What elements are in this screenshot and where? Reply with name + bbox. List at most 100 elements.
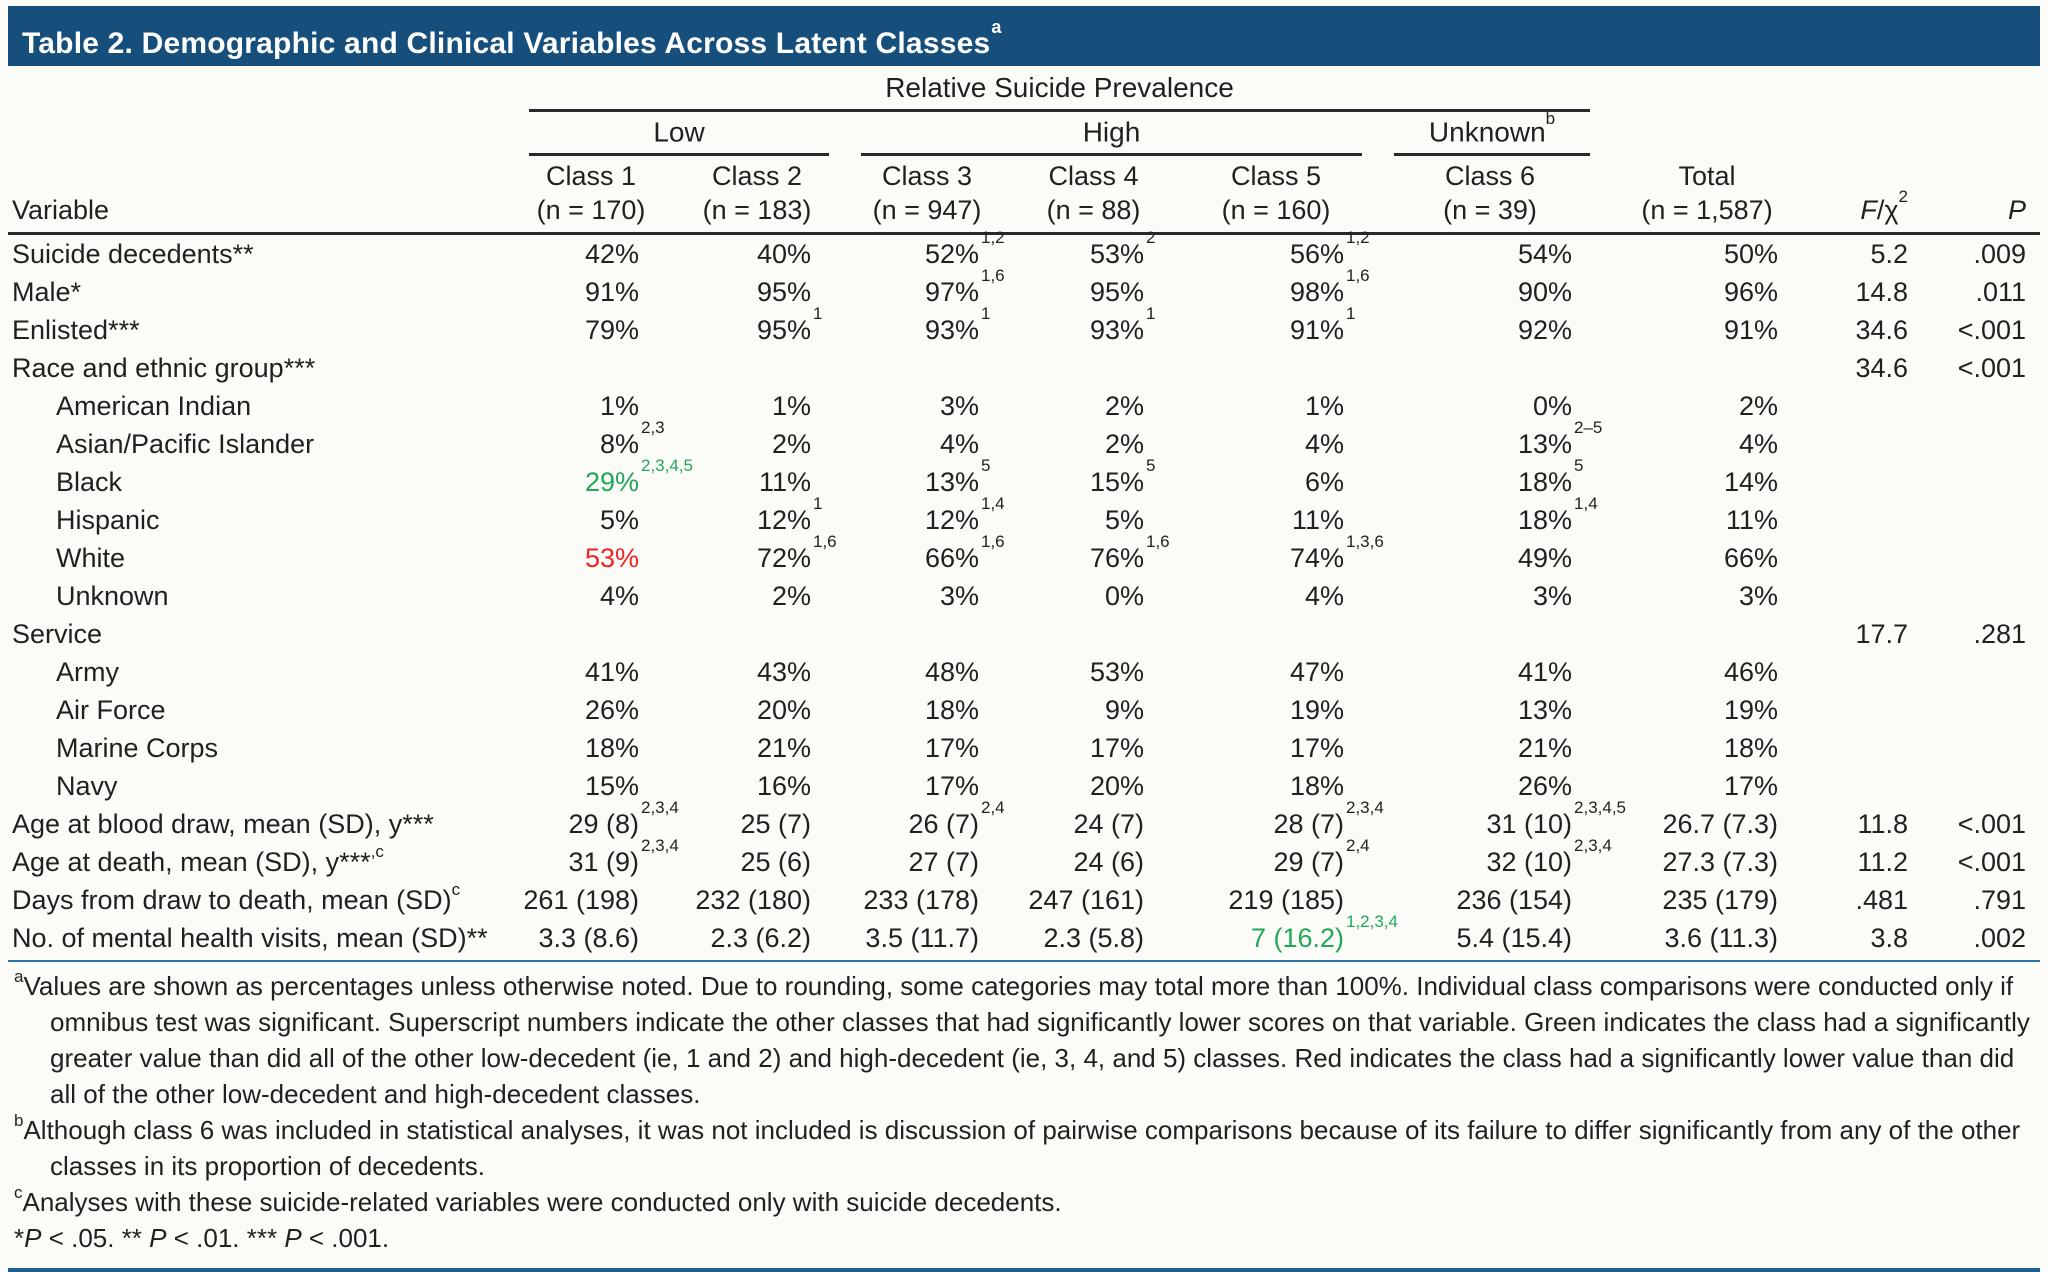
superscript: 2,4 — [981, 797, 1005, 817]
cell: 91% — [513, 273, 673, 311]
unknown-group-label: Unknown — [1428, 116, 1546, 148]
low-group-header: Low — [513, 112, 845, 157]
cell-value: 2% — [1104, 428, 1144, 459]
superscript: 1,2 — [981, 227, 1005, 247]
row-label: Black — [56, 466, 123, 497]
cell-value: 19% — [1723, 694, 1779, 725]
cell-value: 5.4 (15.4) — [1456, 922, 1573, 953]
cell-value: 4% — [599, 580, 639, 611]
cell: 4% — [1606, 425, 1812, 463]
cell: 46% — [1606, 653, 1812, 691]
cell-value: 11% — [1291, 504, 1344, 535]
table-title-footnote-marker: a — [991, 17, 1002, 37]
p-value — [1922, 387, 2040, 425]
cell: 16% — [673, 767, 845, 805]
cell — [1378, 349, 1606, 387]
cell: 66% — [1606, 539, 1812, 577]
superscript: 2,3,4 — [1574, 835, 1612, 855]
f-statistic-value — [1812, 653, 1922, 691]
cell: 18% — [1178, 767, 1378, 805]
cell: 41% — [513, 653, 673, 691]
cell-value: 95% 1 — [756, 303, 823, 345]
cell: 3% — [1378, 577, 1606, 615]
cell-value: 247 (161) — [1028, 884, 1144, 915]
cell-value: 46% — [1723, 656, 1779, 687]
cell-value: 13% 2–5 — [1517, 417, 1603, 459]
cell: 5% — [513, 501, 673, 539]
cell-value: 5% — [1104, 504, 1144, 535]
cell-value: 17% — [1089, 732, 1144, 763]
bottom-border-line — [8, 1268, 2040, 1272]
table-row: Age at blood draw, mean (SD), y*** 29 (8)… — [8, 797, 2040, 843]
cell: 18% — [513, 729, 673, 767]
column-sample-size: (n = 1,587) — [1606, 194, 1813, 236]
table-row: Enlisted*** 79% 95% 1 93% 1 93% 1 91% 1 92% 91% 34.6… — [8, 303, 2040, 349]
cell: 42% — [513, 234, 673, 274]
row-label: Air Force — [56, 694, 166, 725]
cell-value: 90% — [1517, 276, 1573, 307]
cell: 20% — [673, 691, 845, 729]
cell: 91% 1 — [1178, 305, 1378, 349]
cell-value: 76% 1,6 — [1089, 531, 1170, 573]
high-group-header: High — [845, 112, 1378, 157]
cell-value: 42% — [584, 238, 639, 269]
cell: 1% — [513, 387, 673, 425]
superscript: 1 — [981, 303, 991, 323]
cell: 74% 1,3,6 — [1178, 533, 1384, 577]
cell: 3% — [845, 577, 1013, 615]
cell-value: 32 (10) 2,3,4 — [1486, 835, 1612, 877]
cell — [1378, 615, 1606, 653]
spacer-cell — [1606, 68, 2040, 112]
cell: 15% — [513, 767, 673, 805]
cell: 13% 2–5 — [1378, 417, 1606, 463]
italic-text: P — [2008, 195, 2027, 226]
high-group-label: High — [1082, 116, 1141, 148]
cell: 76% 1,6 — [1013, 531, 1178, 577]
cell: 6% — [1178, 463, 1378, 501]
cell: 233 (178) — [845, 881, 1013, 919]
cell-value: 50% — [1723, 238, 1779, 269]
column-header: Class 1 — [545, 161, 637, 192]
cell: 14% — [1606, 463, 1812, 501]
cell-value: 4% — [1304, 580, 1344, 611]
italic-text: P — [284, 1223, 302, 1254]
cell: 7 (16.2) 1,2,3,4 — [1178, 913, 1398, 957]
superscript: 2,3 — [641, 417, 665, 437]
cell-value: 15% — [584, 770, 639, 801]
cell-value: 25 (6) — [740, 846, 811, 877]
cell-value: 1% — [599, 390, 639, 421]
superscript: 1,3,6 — [1346, 531, 1384, 551]
cell: 96% — [1606, 273, 1812, 311]
cell-value: 3% — [1738, 580, 1779, 611]
column-sample-size: (n = 39) — [1378, 194, 1607, 236]
superscript: ,c — [370, 841, 384, 861]
cell: 19% — [1178, 691, 1378, 729]
cell-value: 28 (7) 2,3,4 — [1273, 797, 1384, 839]
cell-value: 2% — [1738, 390, 1779, 421]
cell-value: 18% 1,4 — [1517, 493, 1598, 535]
cell-value: 3% — [1532, 580, 1573, 611]
cell-value: 3.6 (11.3) — [1664, 922, 1779, 953]
f-statistic-value: 5.2 — [1870, 238, 1909, 269]
cell-value: 92% — [1517, 314, 1573, 345]
cell-value: 2.3 (6.2) — [710, 922, 811, 953]
table-title: Table 2. Demographic and Clinical Variab… — [22, 27, 991, 60]
cell-value: 12% 1 — [756, 493, 823, 535]
row-label: Suicide decedents** — [12, 238, 254, 269]
cell: 27.3 (7.3) — [1606, 843, 1812, 881]
footnote: cAnalyses with these suicide-related var… — [14, 1182, 1062, 1218]
cell-value: 13% 5 — [924, 455, 991, 497]
cell-value: 236 (154) — [1456, 884, 1573, 915]
p-value — [1922, 501, 2040, 539]
cell — [1178, 349, 1378, 387]
row-label: Service — [12, 618, 103, 649]
superscript: 1,6 — [981, 265, 1005, 285]
cell-value: 21% — [756, 732, 811, 763]
f-statistic-value — [1812, 767, 1922, 805]
f-statistic-value: .481 — [1855, 884, 1909, 915]
cell: 56% 1,2 — [1178, 229, 1378, 274]
superscript: 1,6 — [1346, 265, 1370, 285]
superscript: 2 — [1898, 187, 1909, 207]
column-header: Class 4 — [1048, 161, 1139, 192]
cell-value: 5% — [599, 504, 639, 535]
